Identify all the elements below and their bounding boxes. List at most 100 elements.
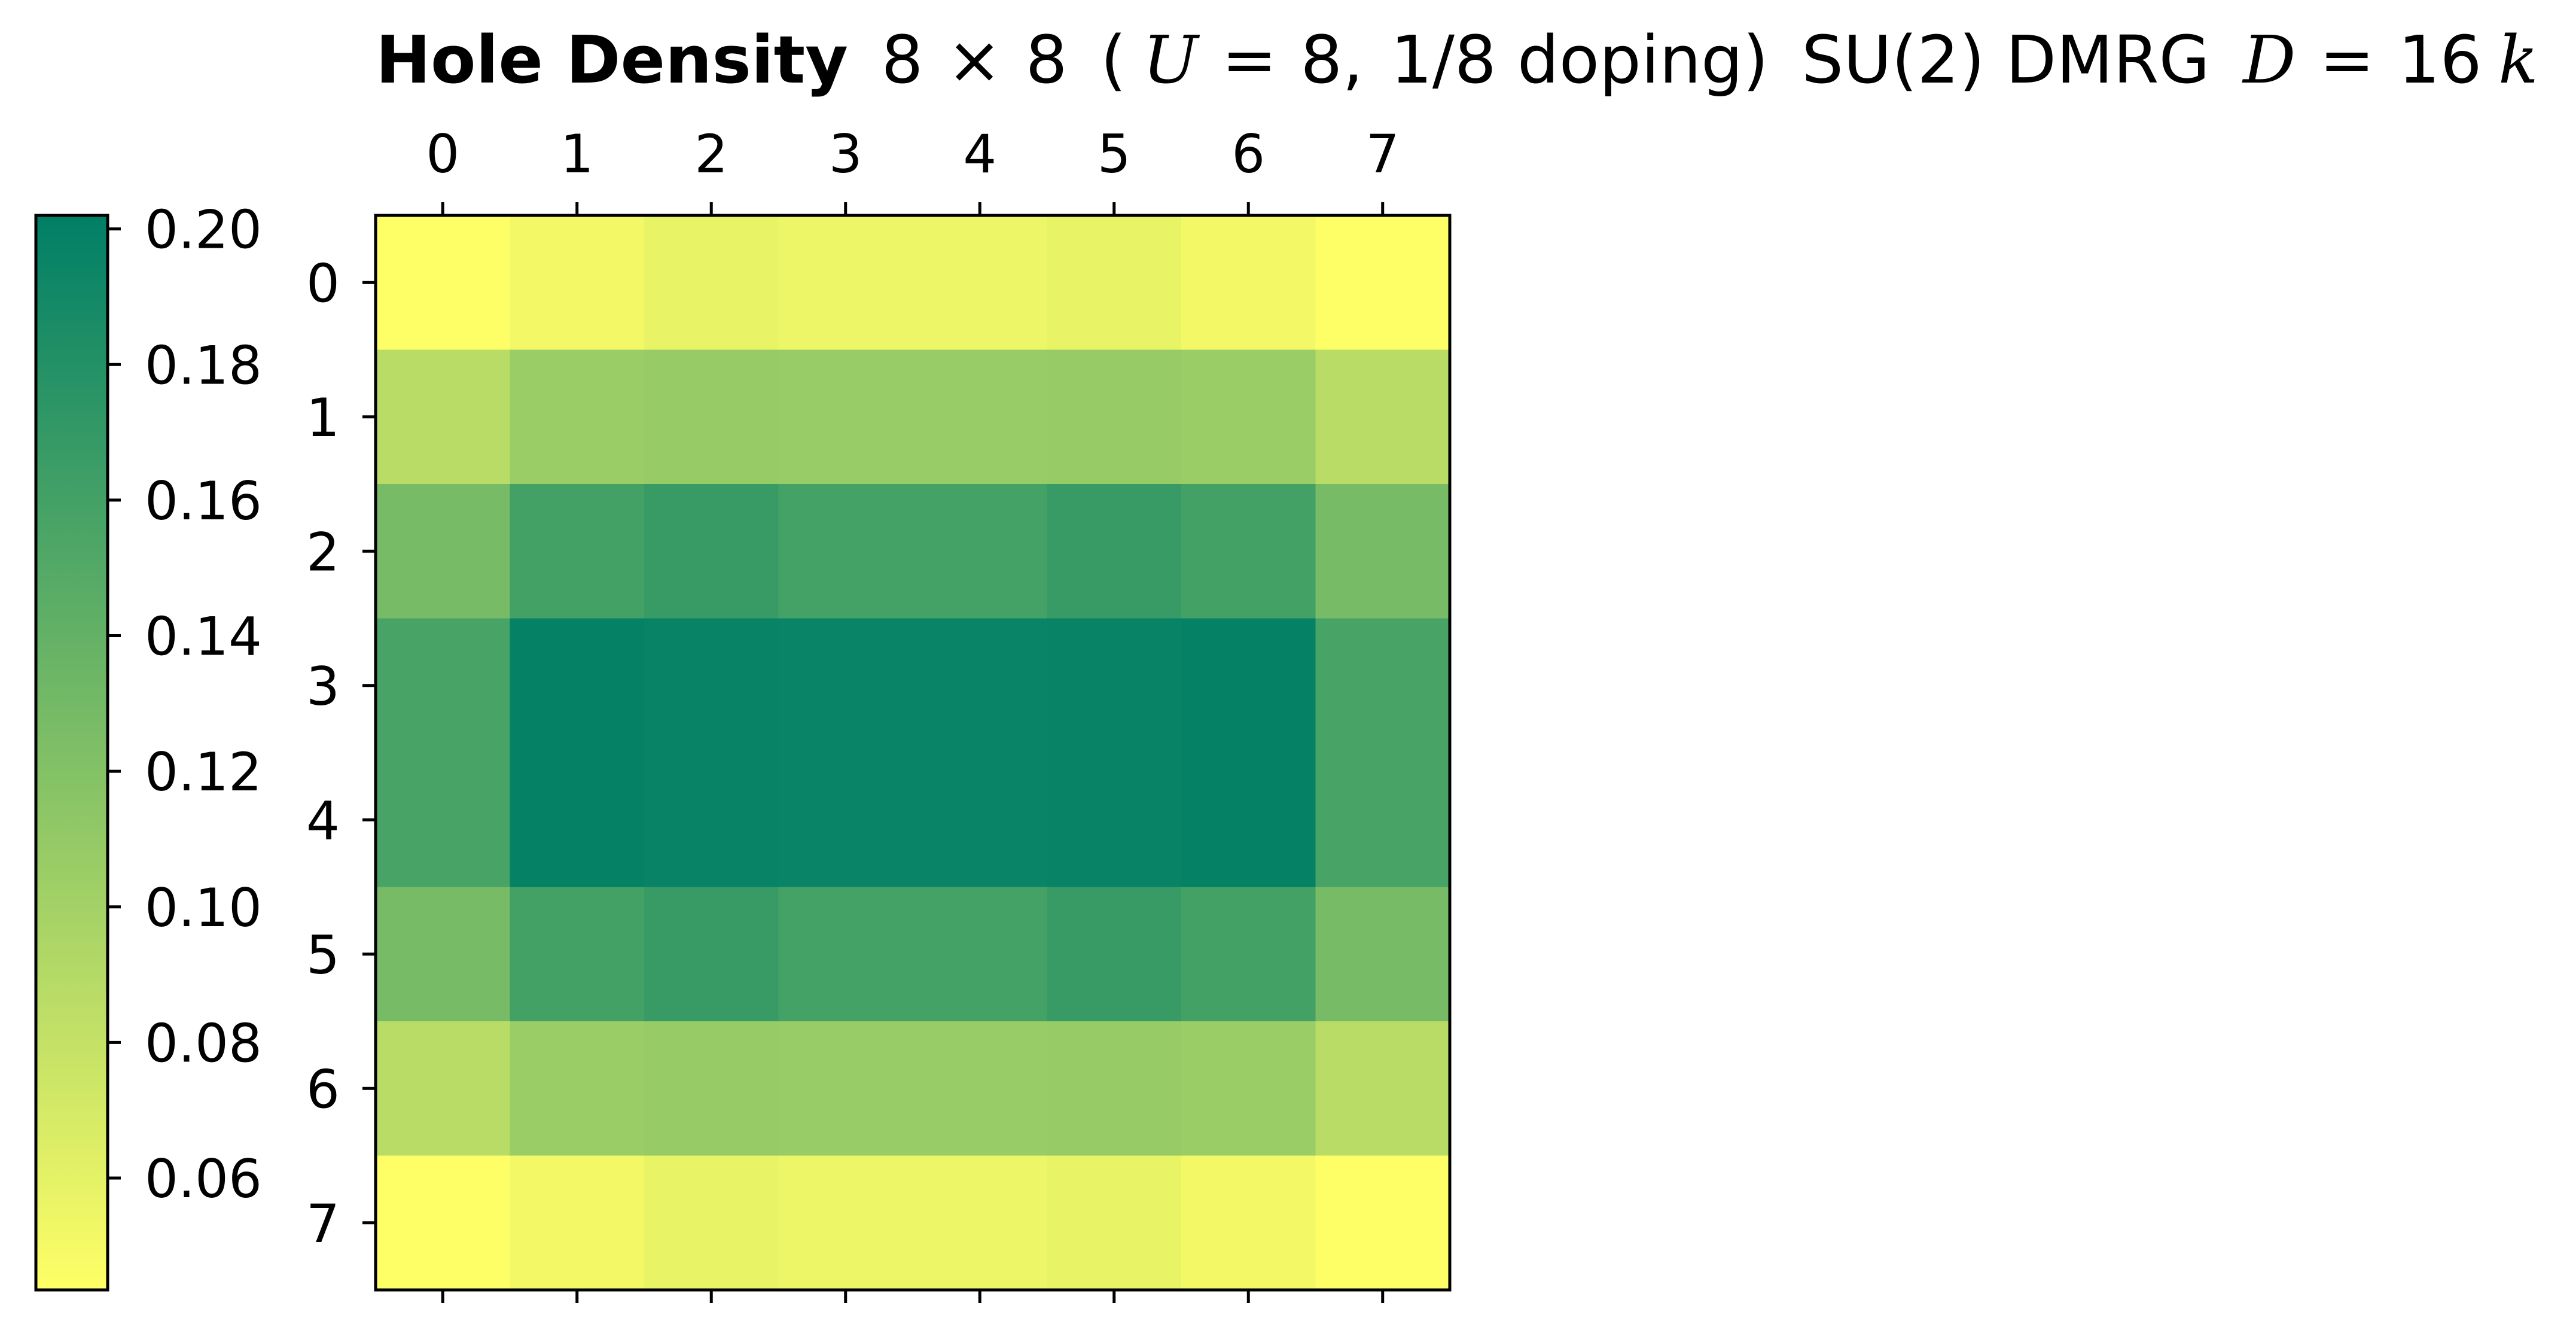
heatmap-cell-r2-c1 xyxy=(510,484,645,619)
x-tick-label-7: 7 xyxy=(1366,123,1400,185)
heatmap-axis-ticks: 0 1 2 3 4 5 6 7 0 1 2 3 4 5 6 7 xyxy=(306,123,1400,1303)
heatmap-cell-r7-c5 xyxy=(1047,1155,1182,1291)
heatmap-cell-r5-c6 xyxy=(1181,887,1316,1022)
heatmap-cell-r6-c2 xyxy=(644,1021,779,1157)
heatmap-cell-r2-c0 xyxy=(376,484,511,619)
heatmap-cell-r6-c4 xyxy=(913,1021,1048,1157)
heatmap-plot-frame xyxy=(374,214,1452,1292)
y-tick-label-5: 5 xyxy=(306,924,340,986)
chart-title-u-symbol: U xyxy=(1143,22,1200,98)
y-tick-label-6: 6 xyxy=(306,1058,340,1120)
x-tick-label-6: 6 xyxy=(1231,123,1265,185)
y-tick-label-0: 0 xyxy=(306,252,340,314)
colorbar-tick-label-0.12: 0.12 xyxy=(145,741,262,803)
y-tick-label-7: 7 xyxy=(306,1193,340,1255)
chart-title: Hole Density 8 × 8 ( U = 8, 1/8 doping) … xyxy=(376,22,2538,98)
heatmap-cell-r2-c3 xyxy=(778,484,913,619)
heatmap-cell-r5-c2 xyxy=(644,887,779,1022)
y-tick-label-3: 3 xyxy=(306,656,340,717)
heatmap-cell-r7-c0 xyxy=(376,1155,511,1291)
chart-title-u-value: 8, xyxy=(1300,22,1363,98)
heatmap-cell-r6-c1 xyxy=(510,1021,645,1157)
heatmap-cell-r5-c3 xyxy=(778,887,913,1022)
colorbar-tick-label-0.18: 0.18 xyxy=(145,334,262,396)
x-tick-label-1: 1 xyxy=(560,123,594,185)
colorbar-tick-label-0.16: 0.16 xyxy=(145,470,262,532)
colorbar-tick-label-0.20: 0.20 xyxy=(145,199,262,261)
colorbar-tick-label-0.10: 0.10 xyxy=(145,877,262,939)
heatmap-cell-r3-c1 xyxy=(510,618,645,753)
heatmap-cell-r7-c4 xyxy=(913,1155,1048,1291)
heatmap-cell-r5-c0 xyxy=(376,887,511,1022)
heatmap-cell-r4-c3 xyxy=(778,753,913,888)
heatmap-cell-r1-c5 xyxy=(1047,349,1182,485)
heatmap-cell-r4-c4 xyxy=(913,753,1048,888)
heatmap-cell-r3-c7 xyxy=(1315,618,1450,753)
heatmap-cell-r0-c0 xyxy=(376,215,511,351)
y-tick-label-4: 4 xyxy=(306,790,340,851)
colorbar-tick-label-0.14: 0.14 xyxy=(145,606,262,668)
x-tick-label-4: 4 xyxy=(963,123,996,185)
heatmap-cell-r0-c5 xyxy=(1047,215,1182,351)
colorbar-ticks: 0.06 0.08 0.10 0.12 0.14 0.16 0.18 0.20 xyxy=(108,199,262,1210)
y-tick-label-1: 1 xyxy=(306,387,340,449)
heatmap-cell-r6-c3 xyxy=(778,1021,913,1157)
heatmap-cell-r5-c1 xyxy=(510,887,645,1022)
heatmap-cell-r5-c7 xyxy=(1315,887,1450,1022)
heatmap-cell-r7-c6 xyxy=(1181,1155,1316,1291)
heatmap-cell-r2-c4 xyxy=(913,484,1048,619)
heatmap-cell-r2-c7 xyxy=(1315,484,1450,619)
heatmap-cell-r3-c6 xyxy=(1181,618,1316,753)
heatmap-cell-r6-c5 xyxy=(1047,1021,1182,1157)
heatmap-cell-r6-c6 xyxy=(1181,1021,1316,1157)
y-tick-label-2: 2 xyxy=(306,521,340,583)
chart-title-lattice-n2: 8 xyxy=(1026,22,1068,98)
heatmap-cell-r5-c4 xyxy=(913,887,1048,1022)
chart-title-d-value: 16 xyxy=(2398,22,2482,98)
heatmap-cell-r1-c0 xyxy=(376,349,511,485)
chart-title-method: SU(2) DMRG xyxy=(1801,22,2209,98)
heatmap-cell-r1-c4 xyxy=(913,349,1048,485)
heatmap-cell-r0-c7 xyxy=(1315,215,1450,351)
heatmap-cell-r3-c4 xyxy=(913,618,1048,753)
x-tick-label-0: 0 xyxy=(426,123,459,185)
heatmap-cell-r0-c4 xyxy=(913,215,1048,351)
colorbar-tick-label-0.08: 0.08 xyxy=(145,1012,262,1074)
x-tick-label-5: 5 xyxy=(1098,123,1131,185)
x-tick-label-2: 2 xyxy=(694,123,728,185)
colorbar-tick-label-0.06: 0.06 xyxy=(145,1148,262,1210)
chart-title-doping: 1/8 doping) xyxy=(1391,22,1769,98)
heatmap-cell-r2-c2 xyxy=(644,484,779,619)
heatmap-cell-r4-c0 xyxy=(376,753,511,888)
heatmap-cell-r0-c2 xyxy=(644,215,779,351)
heatmap-cell-r1-c1 xyxy=(510,349,645,485)
heatmap-cell-r3-c5 xyxy=(1047,618,1182,753)
heatmap-cell-r4-c6 xyxy=(1181,753,1316,888)
heatmap-cell-r7-c3 xyxy=(778,1155,913,1291)
heatmap-cell-r1-c3 xyxy=(778,349,913,485)
heatmap-cell-r5-c5 xyxy=(1047,887,1182,1022)
heatmap-cell-r1-c6 xyxy=(1181,349,1316,485)
chart-title-paren-open: ( xyxy=(1100,22,1126,98)
heatmap-cell-r3-c2 xyxy=(644,618,779,753)
heatmap-cell-r4-c5 xyxy=(1047,753,1182,888)
heatmap-cell-r1-c7 xyxy=(1315,349,1450,485)
heatmap-cell-r6-c7 xyxy=(1315,1021,1450,1157)
heatmap-cell-r7-c7 xyxy=(1315,1155,1450,1291)
heatmap-cell-r2-c5 xyxy=(1047,484,1182,619)
chart-title-u-equals: = xyxy=(1222,22,1277,98)
heatmap-cell-r2-c6 xyxy=(1181,484,1316,619)
heatmap-cell-r0-c6 xyxy=(1181,215,1316,351)
heatmap-cell-r0-c3 xyxy=(778,215,913,351)
heatmap-cell-r4-c7 xyxy=(1315,753,1450,888)
heatmap-cell-r4-c2 xyxy=(644,753,779,888)
chart-title-bold: Hole Density xyxy=(376,22,848,98)
heatmap-cell-r7-c1 xyxy=(510,1155,645,1291)
chart-title-d-equals: = xyxy=(2319,22,2374,98)
colorbar-gradient xyxy=(34,214,109,1292)
chart-title-d-suffix: k xyxy=(2498,22,2538,98)
heatmap-cells xyxy=(376,215,1450,1291)
chart-title-lattice-n1: 8 xyxy=(881,22,923,98)
x-tick-label-3: 3 xyxy=(829,123,862,185)
